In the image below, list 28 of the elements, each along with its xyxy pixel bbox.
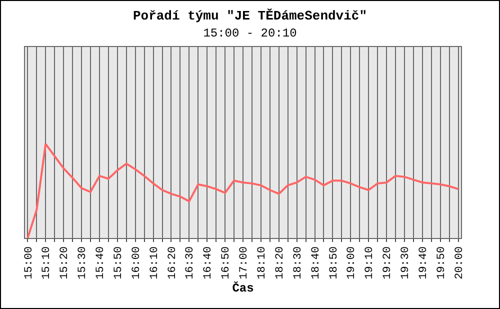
x-tick-label: 16:00 bbox=[130, 246, 143, 280]
x-tick-label: 18:20 bbox=[274, 246, 286, 280]
x-tick-label: 18:30 bbox=[292, 246, 304, 280]
x-tick-label: 16:20 bbox=[166, 246, 179, 280]
x-tick-label: 19:10 bbox=[364, 246, 376, 280]
x-tick-label: 16:40 bbox=[202, 246, 215, 280]
x-tick-label: 15:00 bbox=[23, 246, 36, 280]
x-tick-label: 15:30 bbox=[77, 246, 90, 280]
x-tick-label: 15:20 bbox=[59, 246, 72, 280]
x-tick-label: 15:50 bbox=[112, 246, 125, 280]
x-tick-label: 18:40 bbox=[310, 246, 322, 280]
x-tick-label: 16:30 bbox=[184, 246, 197, 280]
x-tick-label: 18:10 bbox=[256, 246, 269, 280]
x-tick-label: 17:00 bbox=[238, 246, 251, 280]
x-tick-label: 19:30 bbox=[400, 246, 412, 280]
x-tick-label: 19:50 bbox=[436, 246, 448, 280]
x-tick-label: 16:50 bbox=[220, 246, 233, 280]
x-tick-label: 15:40 bbox=[95, 246, 108, 280]
chart-subtitle: 15:00 - 20:10 bbox=[203, 26, 297, 40]
x-tick-label: 16:10 bbox=[148, 246, 161, 280]
x-tick-label: 19:20 bbox=[382, 246, 394, 280]
x-tick-label: 19:00 bbox=[346, 246, 358, 280]
x-tick-label: 20:00 bbox=[454, 246, 466, 280]
x-tick-label: 18:50 bbox=[328, 246, 340, 280]
chart-title: Pořadí týmu "JE TĚDámeSendvič" bbox=[132, 8, 368, 24]
x-tick-label: 15:10 bbox=[41, 246, 54, 280]
x-tick-label: 19:40 bbox=[418, 246, 430, 280]
x-axis-title: Čas bbox=[232, 281, 254, 296]
